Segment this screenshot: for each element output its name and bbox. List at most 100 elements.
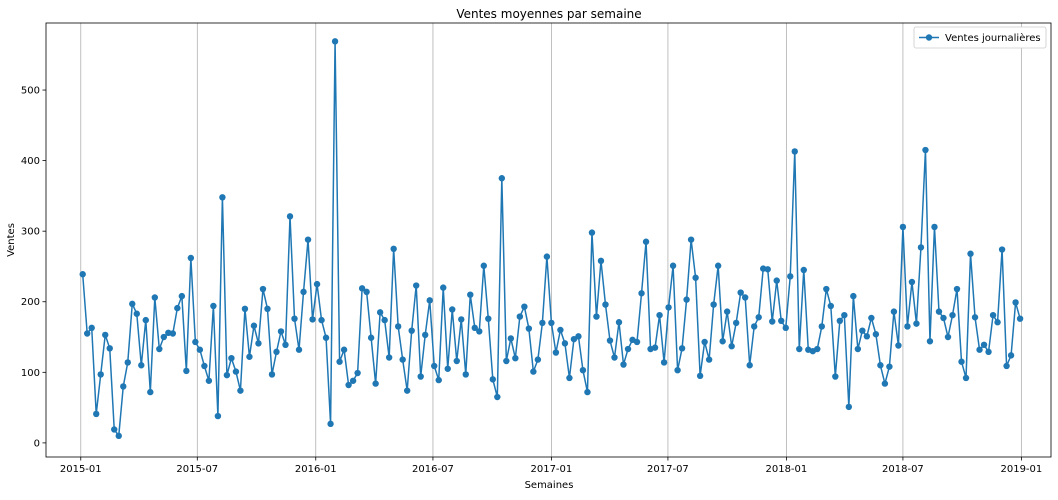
data-point-72 — [403, 387, 411, 394]
data-point-54 — [322, 334, 330, 341]
data-point-175 — [868, 314, 875, 322]
data-point-177 — [877, 362, 884, 369]
data-point-119 — [615, 319, 623, 326]
data-point-179 — [886, 363, 893, 370]
data-point-150 — [755, 314, 762, 321]
data-point-78 — [431, 362, 438, 370]
data-point-53 — [318, 316, 325, 324]
data-point-44 — [277, 328, 285, 335]
data-point-99 — [525, 325, 533, 332]
data-point-82 — [449, 306, 456, 313]
data-point-80 — [440, 284, 447, 291]
data-point-31 — [219, 194, 226, 201]
data-point-27 — [201, 362, 208, 370]
data-point-176 — [872, 331, 880, 338]
data-point-205 — [1003, 362, 1010, 370]
data-point-93 — [498, 175, 506, 182]
x-tick-label-2: 2016-01 — [295, 464, 337, 475]
data-point-24 — [187, 254, 195, 262]
data-point-3 — [93, 410, 100, 418]
data-point-26 — [196, 346, 204, 353]
data-point-127 — [651, 344, 659, 351]
x-tick-label-0: 2015-01 — [60, 464, 102, 475]
y-tick-label-0: 0 — [34, 438, 40, 449]
y-axis-ticks: 0 100 200 300 400 500 — [21, 86, 46, 449]
data-point-70 — [394, 323, 402, 330]
data-point-29 — [210, 302, 217, 310]
data-point-37 — [246, 353, 253, 360]
data-point-96 — [512, 355, 519, 362]
data-point-65 — [372, 380, 379, 387]
data-point-75 — [417, 373, 424, 380]
data-point-36 — [241, 305, 249, 312]
data-point-107 — [561, 340, 569, 347]
y-axis-label: Ventes — [6, 223, 17, 257]
data-point-153 — [769, 318, 776, 325]
data-point-136 — [692, 274, 699, 281]
data-point-95 — [507, 335, 515, 342]
data-point-199 — [976, 346, 983, 353]
data-point-195 — [958, 358, 965, 365]
data-point-163 — [814, 345, 821, 353]
data-point-87 — [471, 324, 478, 332]
data-point-134 — [683, 296, 690, 303]
data-point-191 — [940, 314, 947, 322]
data-point-130 — [665, 304, 672, 311]
data-point-121 — [624, 345, 632, 353]
data-point-21 — [174, 304, 181, 312]
data-point-193 — [949, 311, 956, 319]
data-point-148 — [746, 362, 753, 369]
data-point-90 — [485, 315, 492, 322]
data-point-42 — [268, 371, 276, 378]
data-point-146 — [737, 289, 744, 296]
data-point-206 — [1007, 352, 1015, 359]
data-point-76 — [422, 331, 429, 339]
data-point-77 — [426, 297, 433, 304]
data-point-32 — [223, 371, 231, 379]
data-point-48 — [295, 346, 303, 353]
data-point-22 — [178, 292, 186, 300]
data-point-91 — [489, 376, 497, 383]
data-point-116 — [602, 301, 609, 308]
data-point-35 — [237, 387, 244, 394]
data-point-41 — [264, 305, 271, 312]
data-point-124 — [638, 290, 645, 297]
x-tick-label-1: 2015-07 — [176, 464, 218, 475]
data-point-115 — [597, 257, 605, 265]
data-point-204 — [998, 246, 1006, 253]
data-point-202 — [989, 311, 997, 319]
y-tick-label-1: 100 — [21, 368, 40, 379]
data-point-159 — [796, 345, 803, 353]
data-point-181 — [895, 342, 902, 349]
data-point-17 — [156, 345, 163, 353]
data-point-111 — [579, 367, 587, 374]
data-point-142 — [719, 338, 726, 345]
data-point-207 — [1012, 299, 1019, 306]
legend: Ventes journalières — [913, 26, 1047, 49]
data-point-128 — [656, 311, 663, 319]
data-point-92 — [494, 393, 501, 401]
data-point-173 — [859, 327, 866, 334]
data-point-81 — [444, 365, 451, 372]
data-point-102 — [539, 319, 546, 327]
data-point-103 — [543, 253, 551, 260]
data-point-6 — [106, 345, 113, 352]
data-point-149 — [751, 323, 758, 330]
data-point-12 — [133, 310, 140, 317]
data-point-18 — [160, 333, 168, 341]
data-point-129 — [660, 359, 668, 366]
data-point-9 — [120, 383, 127, 390]
data-point-137 — [696, 372, 704, 380]
data-point-194 — [953, 285, 961, 293]
data-point-20 — [169, 330, 177, 337]
data-point-132 — [674, 367, 681, 374]
data-point-16 — [151, 294, 159, 301]
data-point-61 — [354, 369, 361, 377]
data-point-178 — [881, 380, 889, 387]
data-point-201 — [985, 348, 992, 356]
data-point-166 — [827, 302, 835, 310]
data-point-7 — [111, 426, 118, 433]
data-point-23 — [183, 367, 190, 375]
data-point-11 — [129, 300, 136, 308]
